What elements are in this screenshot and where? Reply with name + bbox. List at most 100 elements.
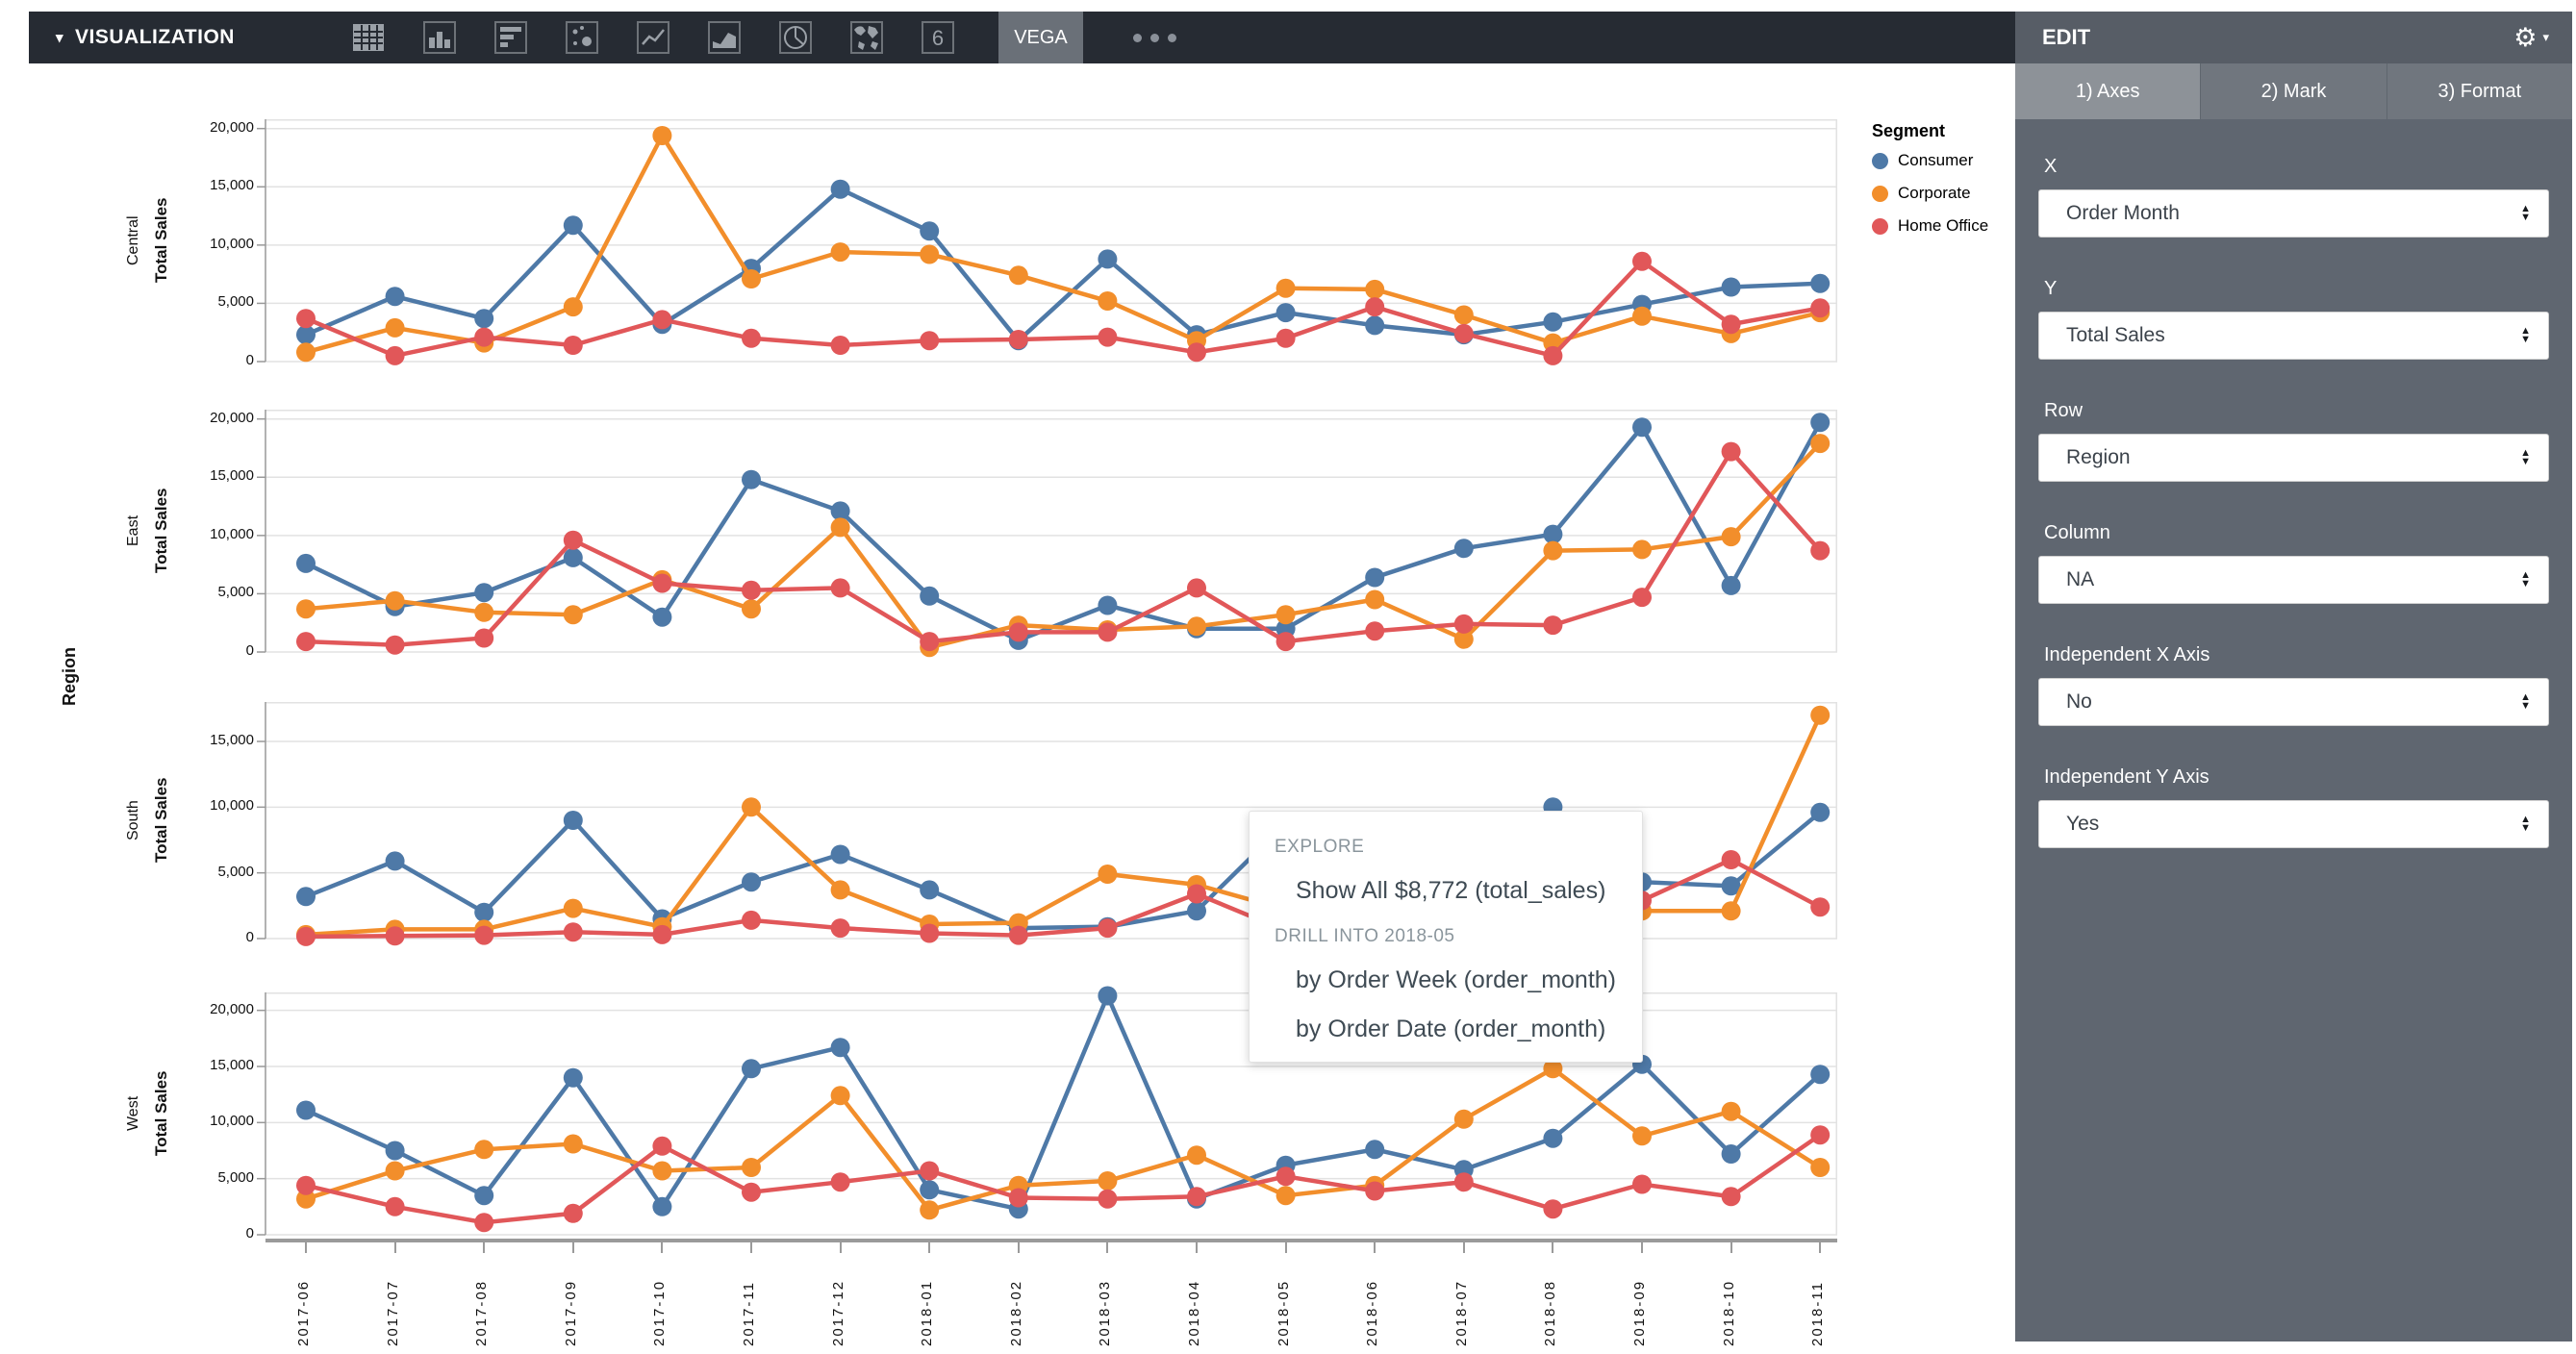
chart-point[interactable] bbox=[1810, 705, 1831, 725]
chart-point[interactable] bbox=[1453, 539, 1474, 559]
chart-point[interactable] bbox=[1008, 622, 1028, 642]
facet-chart-central[interactable] bbox=[256, 119, 1837, 365]
show-all-menu-item[interactable]: Show All $8,772 (total_sales) bbox=[1296, 877, 1606, 904]
chart-point[interactable] bbox=[1810, 802, 1831, 822]
chart-point[interactable] bbox=[1365, 297, 1385, 317]
chart-point[interactable] bbox=[385, 1196, 405, 1216]
area-chart-icon[interactable] bbox=[706, 19, 743, 56]
chart-point[interactable] bbox=[1187, 884, 1206, 904]
pie-chart-icon[interactable] bbox=[777, 19, 814, 56]
chart-point[interactable] bbox=[563, 297, 583, 317]
chart-point[interactable] bbox=[1543, 312, 1563, 332]
chart-point[interactable] bbox=[1453, 305, 1474, 325]
chart-point[interactable] bbox=[1810, 273, 1831, 293]
chart-point[interactable] bbox=[1632, 539, 1652, 560]
chart-point[interactable] bbox=[1098, 595, 1118, 615]
chart-point[interactable] bbox=[1098, 986, 1118, 1006]
legend-item-consumer[interactable]: Consumer bbox=[1866, 151, 2013, 170]
chart-point[interactable] bbox=[920, 244, 940, 264]
font-size-6-icon[interactable]: 6 bbox=[920, 19, 956, 56]
chart-point[interactable] bbox=[742, 328, 761, 348]
chart-point[interactable] bbox=[1098, 249, 1118, 269]
chart-point[interactable] bbox=[1275, 328, 1296, 348]
chart-point[interactable] bbox=[1098, 291, 1118, 311]
chart-point[interactable] bbox=[652, 310, 672, 330]
chart-point[interactable] bbox=[1098, 622, 1118, 642]
chart-point[interactable] bbox=[1365, 1140, 1385, 1160]
chart-point[interactable] bbox=[296, 926, 316, 946]
chart-point[interactable] bbox=[1810, 413, 1831, 433]
chart-point[interactable] bbox=[1810, 897, 1831, 917]
chart-point[interactable] bbox=[1721, 277, 1741, 297]
chart-point[interactable] bbox=[920, 880, 940, 900]
chart-point[interactable] bbox=[742, 1059, 761, 1079]
chart-point[interactable] bbox=[830, 179, 850, 199]
chart-point[interactable] bbox=[563, 922, 583, 942]
settings-gear-button[interactable]: ⚙ ▾ bbox=[2513, 23, 2549, 53]
chart-point[interactable] bbox=[1187, 578, 1206, 598]
chart-point[interactable] bbox=[742, 1158, 761, 1177]
chart-point[interactable] bbox=[385, 1161, 405, 1181]
chart-point[interactable] bbox=[1365, 621, 1385, 641]
chart-point[interactable] bbox=[1275, 1186, 1296, 1206]
chart-point[interactable] bbox=[742, 1182, 761, 1202]
chart-point[interactable] bbox=[920, 632, 940, 652]
chart-point[interactable] bbox=[1365, 567, 1385, 588]
chart-point[interactable] bbox=[1810, 1065, 1831, 1085]
chart-point[interactable] bbox=[474, 583, 494, 603]
chart-point[interactable] bbox=[1721, 575, 1741, 595]
drill-by-order-week-menu-item[interactable]: by Order Week (order_month) bbox=[1296, 966, 1616, 993]
select-y[interactable]: Total Sales ▲ ▼ bbox=[2038, 312, 2549, 360]
chart-point[interactable] bbox=[474, 602, 494, 622]
map-icon[interactable] bbox=[848, 19, 885, 56]
chart-point[interactable] bbox=[563, 811, 583, 830]
chart-point[interactable] bbox=[385, 345, 405, 365]
chart-point[interactable] bbox=[474, 925, 494, 945]
select-independent-y-axis[interactable]: Yes ▲ ▼ bbox=[2038, 800, 2549, 848]
chart-point[interactable] bbox=[1008, 265, 1028, 286]
chart-point[interactable] bbox=[1187, 342, 1206, 363]
chart-point[interactable] bbox=[742, 599, 761, 619]
more-options-icon[interactable] bbox=[1132, 33, 1176, 42]
chart-point[interactable] bbox=[563, 215, 583, 236]
drill-by-order-date-menu-item[interactable]: by Order Date (order_month) bbox=[1296, 1016, 1606, 1042]
chart-point[interactable] bbox=[296, 1175, 316, 1195]
chart-point[interactable] bbox=[1810, 1158, 1831, 1177]
chart-point[interactable] bbox=[652, 1196, 672, 1216]
chart-point[interactable] bbox=[1453, 1109, 1474, 1129]
chart-point[interactable] bbox=[1453, 614, 1474, 634]
chart-point[interactable] bbox=[385, 1141, 405, 1161]
chart-point[interactable] bbox=[1275, 632, 1296, 652]
chart-point[interactable] bbox=[1632, 251, 1652, 271]
chart-point[interactable] bbox=[385, 635, 405, 655]
chart-point[interactable] bbox=[742, 872, 761, 892]
chart-point[interactable] bbox=[1721, 527, 1741, 547]
bar-chart-icon[interactable] bbox=[421, 19, 458, 56]
chart-point[interactable] bbox=[474, 1213, 494, 1233]
chart-point[interactable] bbox=[1721, 1101, 1741, 1121]
chart-point[interactable] bbox=[474, 902, 494, 922]
chart-point[interactable] bbox=[1008, 925, 1028, 945]
panel-tab-mark[interactable]: 2) Mark bbox=[2201, 63, 2387, 119]
chart-point[interactable] bbox=[296, 1100, 316, 1120]
chart-point[interactable] bbox=[1810, 434, 1831, 454]
chart-point[interactable] bbox=[830, 336, 850, 355]
chart-point[interactable] bbox=[1453, 1172, 1474, 1192]
chart-point[interactable] bbox=[830, 1086, 850, 1106]
chart-point[interactable] bbox=[1543, 1059, 1563, 1079]
chart-point[interactable] bbox=[652, 1136, 672, 1156]
chart-point[interactable] bbox=[1543, 524, 1563, 544]
chart-point[interactable] bbox=[652, 924, 672, 944]
tab-vega[interactable]: VEGA bbox=[998, 12, 1083, 63]
chart-point[interactable] bbox=[474, 1140, 494, 1160]
chart-point[interactable] bbox=[1008, 330, 1028, 349]
chart-point[interactable] bbox=[1632, 588, 1652, 608]
chart-point[interactable] bbox=[296, 599, 316, 619]
chart-point[interactable] bbox=[920, 1200, 940, 1220]
chart-point[interactable] bbox=[742, 580, 761, 600]
chart-point[interactable] bbox=[1721, 314, 1741, 335]
chart-point[interactable] bbox=[296, 887, 316, 907]
chart-point[interactable] bbox=[1543, 615, 1563, 636]
chart-point[interactable] bbox=[830, 242, 850, 263]
chart-point[interactable] bbox=[1721, 441, 1741, 462]
